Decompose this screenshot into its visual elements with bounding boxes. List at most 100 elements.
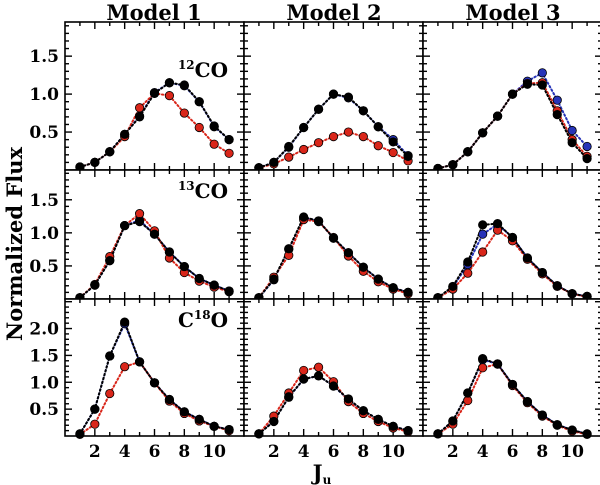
data-point [388,421,398,431]
data-point [194,122,204,133]
data-point [134,112,145,122]
data-point [284,141,294,152]
data-point [358,406,368,416]
panel-background [423,299,600,436]
column-title-1: Model 1 [106,0,201,25]
data-point [164,78,175,88]
data-point [343,394,354,404]
panel-frame [422,298,600,437]
data-point [313,104,324,114]
x-axis-label: Ju [311,460,332,485]
column-title-2: Model 2 [286,0,381,25]
data-point [403,287,413,297]
data-point [224,135,234,145]
row-label-13co-sup: 13 [178,179,195,193]
y-tick-label: 1.0 [29,85,59,105]
panel-r2-c1: 0.5 1.0 1.5 [29,169,245,303]
x-axis-label-main: J [311,460,323,485]
data-point [105,147,115,157]
data-point [313,371,324,381]
data-point [388,137,398,147]
y-tick-label: 1.0 [29,224,59,244]
data-point [522,397,533,407]
data-point [269,157,279,168]
data-point [567,289,577,299]
data-point [343,248,354,258]
data-point [328,381,339,391]
data-point [90,157,100,168]
data-point [120,220,130,231]
data-point [313,362,324,372]
x-tick-label: 6 [328,442,340,462]
data-point [403,151,413,161]
data-point [120,362,130,372]
y-tick-label: 1.5 [29,191,59,211]
x-tick-label: 2 [447,442,459,462]
x-tick-label: 10 [202,442,226,462]
row-label-c18o-pre: C [178,308,194,332]
x-tick-label: 4 [477,442,489,462]
data-point [537,68,547,78]
data-point [373,414,383,424]
y-tick-label: 0.5 [29,123,59,143]
panel-grid: 0.51.01.50.51.01.50.51.01.52.02 4 6 8 10 2 4 6 8… [29,21,600,462]
data-point [134,209,145,219]
data-point [492,218,503,229]
data-point [105,388,115,399]
panel-r1-c2 [243,21,424,173]
panel-r1-c3 [422,21,600,174]
data-point [388,147,398,158]
data-point [134,217,145,227]
y-tick-label: 2.0 [29,320,59,340]
data-point [284,152,294,162]
x-tick-label: 6 [149,442,161,462]
data-point [403,426,413,436]
row-label-c18o-sup: 18 [194,308,211,322]
data-point [134,103,145,113]
data-point [90,404,100,414]
data-point [179,108,189,118]
x-tick-label: 8 [178,442,190,462]
row-label-12co-sup: 12 [178,58,195,72]
x-tick-label: 2 [89,442,101,462]
panel-r2-c2 [243,169,424,303]
data-point [284,392,294,402]
data-point [507,379,518,390]
x-tick-label: 10 [560,442,584,462]
data-point [209,139,219,149]
data-point [224,424,234,435]
data-point [537,410,547,420]
data-point [105,351,115,361]
data-point [164,91,175,101]
data-point [343,127,354,137]
data-point [478,363,488,373]
data-point [134,357,145,367]
data-point [358,106,368,116]
x-tick-label: 4 [119,442,131,462]
data-point [328,132,339,142]
data-point [179,261,189,272]
data-point [328,89,339,99]
data-point [448,416,458,426]
data-point [492,111,503,121]
data-point [552,109,562,120]
data-point [448,281,458,292]
data-point [149,229,160,239]
data-point [552,95,562,105]
data-point [105,256,115,266]
x-tick-label: 10 [381,442,405,462]
data-point [299,212,309,222]
panel-r3-c1: 0.5 1.0 1.5 2.0 2 4 6 8 10 [29,298,245,462]
data-point [284,244,294,254]
data-point [179,407,189,417]
panel-r3-c2: 2 4 6 8 10 [243,298,424,462]
data-point [478,247,488,257]
data-point [567,138,577,148]
data-point [313,216,324,226]
data-point [552,420,562,430]
data-point [299,365,309,376]
y-tick-label: 0.5 [29,257,59,277]
series-line-3 [257,93,410,169]
x-tick-label: 6 [507,442,519,462]
